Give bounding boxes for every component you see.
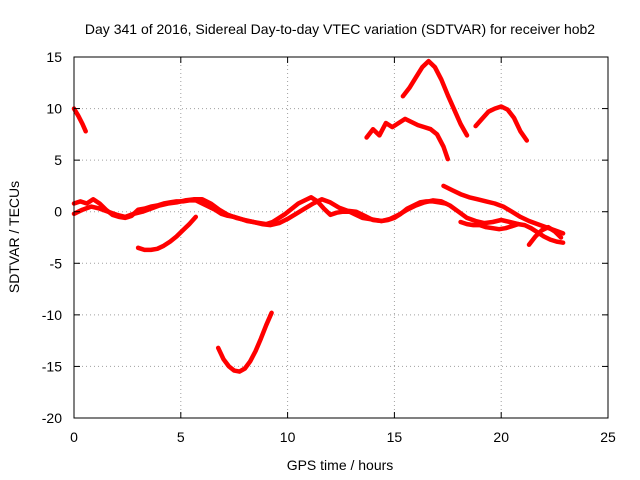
y-tick-label: -10 xyxy=(42,307,62,323)
x-axis-label: GPS time / hours xyxy=(287,457,394,473)
x-tick-label: 0 xyxy=(70,429,78,445)
grid-layer xyxy=(74,57,608,418)
series-layer xyxy=(71,58,566,374)
chart-title: Day 341 of 2016, Sidereal Day-to-day VTE… xyxy=(85,21,595,37)
series-line-seg7 xyxy=(400,58,470,138)
series-line-seg5 xyxy=(215,310,274,374)
plot-frame xyxy=(73,56,609,419)
y-tick-label: 5 xyxy=(54,152,62,168)
x-tick-label: 25 xyxy=(600,429,616,445)
series-line-seg11 xyxy=(526,224,564,247)
series-line-seg10 xyxy=(458,219,566,245)
y-tick-label: -5 xyxy=(50,255,63,271)
series-line-seg4 xyxy=(135,214,199,253)
y-axis-label: SDTVAR / TECUs xyxy=(6,181,22,293)
y-tick-label: -15 xyxy=(42,358,62,374)
series-line-seg1 xyxy=(71,106,88,134)
x-tick-label: 5 xyxy=(177,429,185,445)
series-line-seg8 xyxy=(473,104,530,143)
y-tick-label: -20 xyxy=(42,410,62,426)
y-tick-label: 10 xyxy=(46,101,62,117)
x-tick-label: 20 xyxy=(493,429,509,445)
series-line-seg9 xyxy=(441,183,566,236)
series-line-seg3 xyxy=(71,197,521,228)
tick-layer: 0 5 10 15 20 25 -20 -15 -10 -5 0 5 10 15 xyxy=(42,49,616,445)
x-tick-label: 15 xyxy=(387,429,403,445)
y-tick-label: 15 xyxy=(46,49,62,65)
series-line-seg6 xyxy=(364,116,451,162)
y-tick-label: 0 xyxy=(54,204,62,220)
x-tick-label: 10 xyxy=(280,429,296,445)
